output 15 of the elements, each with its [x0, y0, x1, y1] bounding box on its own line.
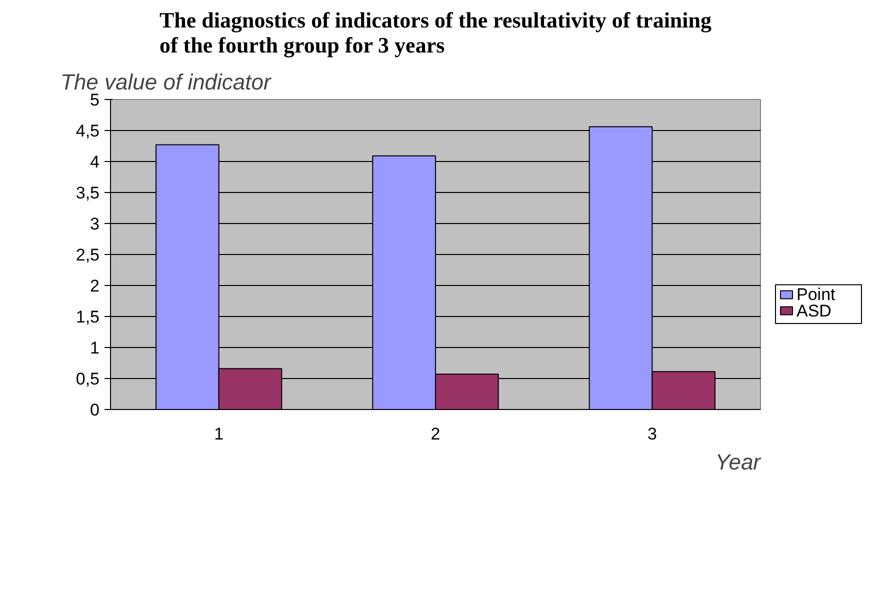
y-tick-label: 2 [90, 276, 100, 296]
y-tick-label: 0,5 [76, 370, 100, 388]
y-tick-label: 1,5 [76, 308, 100, 326]
x-tick-label: 1 [214, 424, 224, 444]
y-tick-label: 4 [90, 152, 100, 172]
x-axis-title: Year [715, 450, 762, 474]
y-tick-label: 3,5 [76, 184, 100, 202]
chart-title: The diagnostics of indicators of the resultativity of training of the fourth group for 3 years [159, 8, 712, 58]
y-tick-label: 2,5 [76, 246, 100, 264]
x-tick-label: 2 [430, 424, 440, 444]
x-tick-label: 3 [647, 424, 657, 444]
y-tick-label: 1 [90, 338, 100, 358]
y-tick-label: 0 [90, 400, 100, 420]
y-tick-label: 3 [90, 214, 100, 234]
y-tick-label: 4,5 [76, 122, 100, 140]
